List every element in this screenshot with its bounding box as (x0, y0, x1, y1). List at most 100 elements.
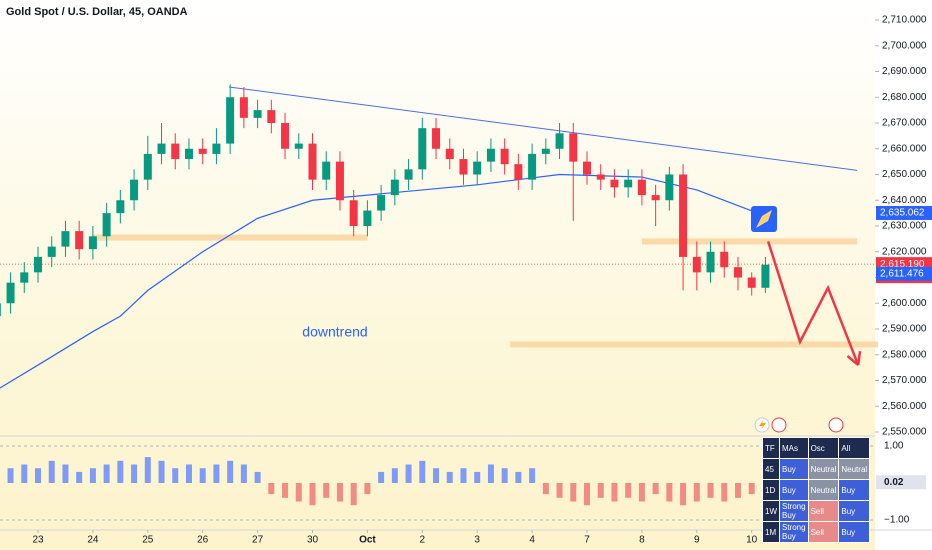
x-tick-label: 10 (746, 535, 758, 546)
osc-bar (474, 471, 481, 483)
osc-bar (185, 464, 192, 483)
arrow (766, 241, 860, 366)
candle-body (75, 231, 84, 250)
candle-body (445, 148, 454, 160)
osc-tick-label: 1.00 (884, 441, 904, 452)
candle-body (692, 256, 701, 273)
x-tick-label: 9 (694, 535, 700, 546)
osc-bar (309, 483, 316, 506)
candle-body (0, 303, 1, 317)
osc-bar (7, 468, 14, 483)
osc-bar (556, 483, 563, 498)
candle-body (486, 148, 495, 162)
y-tick-label: 2,700.000 (882, 40, 927, 51)
table-cell: Buy (839, 501, 870, 521)
osc-bar (35, 468, 41, 483)
table-cell: Strong Buy (780, 501, 808, 521)
y-tick-label: 2,660.000 (882, 143, 927, 154)
candle-body (747, 277, 756, 288)
candle-body (418, 128, 427, 170)
osc-bar (336, 483, 343, 502)
osc-last-label: 0.02 (884, 477, 904, 488)
y-tick-label: 2,710.000 (882, 15, 927, 26)
candle-body (432, 128, 441, 149)
osc-bar (227, 460, 234, 483)
osc-bar (487, 464, 494, 483)
osc-bar (117, 460, 124, 483)
table-cell: MAs (780, 438, 808, 458)
x-tick-label: 30 (307, 535, 319, 546)
candle-body (363, 210, 372, 226)
x-tick-label: 2 (420, 535, 426, 546)
price-badge (876, 266, 932, 281)
table-row: 1M Strong Buy Sell Buy (763, 522, 870, 542)
zone (92, 234, 368, 241)
osc-bar (542, 483, 549, 495)
candle-body (555, 133, 564, 149)
table-row: 45 Buy Neutral Neutral (763, 459, 870, 479)
osc-bar (364, 483, 371, 495)
us-flag-icon[interactable] (828, 417, 844, 433)
candle-body (34, 256, 42, 273)
osc-bar (268, 483, 275, 495)
candle-body (473, 161, 482, 175)
y-tick-label: 2,600.000 (882, 298, 927, 309)
osc-bar (350, 483, 357, 506)
osc-bar (584, 483, 590, 506)
osc-bar (48, 460, 55, 483)
candle-body (308, 143, 317, 180)
osc-bar (693, 483, 700, 502)
table-cell: Neutral (839, 459, 870, 479)
osc-bar (666, 483, 673, 502)
osc-bar (295, 483, 302, 502)
candle-body (761, 264, 770, 288)
osc-bar (446, 471, 453, 483)
price-badge-label: 2,611.476 (880, 268, 924, 279)
osc-bar (570, 483, 577, 502)
osc-bar (254, 471, 261, 483)
candle-body (528, 153, 537, 180)
candle-body (88, 236, 97, 250)
y-tick-label: 2,640.000 (882, 195, 927, 206)
zone (510, 341, 878, 348)
x-tick-label: 8 (639, 535, 645, 546)
x-tick-label: 23 (32, 535, 44, 546)
osc-bar (158, 460, 165, 483)
osc-bar (378, 471, 385, 483)
candle-body (679, 174, 688, 257)
table-row: 1D Buy Neutral Buy (763, 480, 870, 500)
osc-bar (144, 457, 151, 483)
table-cell: Buy (839, 480, 870, 500)
x-tick-label: 27 (252, 535, 264, 546)
candle-body (665, 174, 674, 201)
osc-bar (103, 464, 110, 483)
osc-bar (625, 483, 632, 498)
osc-bar (515, 471, 522, 483)
lightning-glyph (759, 419, 766, 431)
candle-body (322, 161, 331, 180)
y-tick-label: 2,650.000 (882, 169, 927, 180)
price-badge (876, 205, 932, 220)
table-cell: Osc (808, 438, 839, 458)
osc-bar (282, 483, 289, 498)
osc-bar (638, 483, 645, 502)
osc-bar (721, 483, 728, 502)
technicals-table: TF MAs Osc All 45 Buy Neutral Neutral 1D Buy Neutr… (762, 437, 871, 543)
y-tick-label: 2,630.000 (882, 221, 927, 232)
x-tick-label: 3 (474, 535, 480, 546)
osc-bar (529, 468, 536, 483)
y-tick-label: 2,670.000 (882, 118, 927, 129)
table-row: 1W Strong Buy Sell Buy (763, 501, 870, 521)
osc-bar (501, 468, 508, 483)
osc-bar (213, 464, 220, 483)
osc-bar (734, 483, 741, 498)
osc-bar (323, 483, 330, 498)
candle-body (651, 195, 660, 201)
us-flag-icon[interactable] (771, 417, 787, 433)
osc-bar (652, 483, 659, 495)
table-cell: All (839, 438, 870, 458)
candle-body (706, 251, 715, 273)
osc-bar (89, 468, 96, 483)
candle-body (377, 195, 386, 211)
